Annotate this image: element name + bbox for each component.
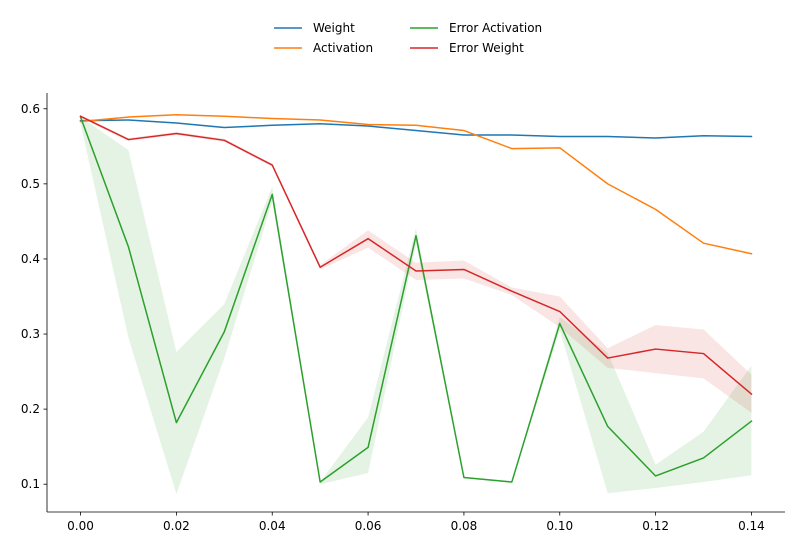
y-tick-label: 0.1 [21,477,40,491]
x-tick-label: 0.00 [67,519,94,533]
legend-label: Error Activation [449,21,542,35]
legend-label: Error Weight [449,41,524,55]
series-line-activation [79,114,753,255]
legend-item-error-activation: Error Activation [410,21,542,35]
confidence-bands [80,114,752,494]
y-tick-label: 0.5 [21,177,40,191]
series-line-error-weight [79,115,753,396]
series-lines [79,114,753,483]
x-tick-label: 0.10 [546,519,573,533]
band-error-weight [80,114,752,413]
y-tick-label: 0.2 [21,402,40,416]
axes: 0.00 0.02 0.04 0.06 0.08 0.10 0.12 0.14 0.1 0.2 0.… [21,93,785,533]
y-tick-label: 0.6 [21,102,40,116]
legend-item-activation: Activation [274,41,373,55]
x-tick-label: 0.14 [738,519,765,533]
y-tick-label: 0.4 [21,252,40,266]
y-tick-label: 0.3 [21,327,40,341]
series-line-weight [79,119,753,139]
band-error-activation [80,117,752,494]
legend-label: Weight [313,21,355,35]
x-tick-label: 0.04 [259,519,286,533]
x-tick-label: 0.08 [451,519,478,533]
legend-item-weight: Weight [274,21,355,35]
x-tick-label: 0.02 [163,519,190,533]
series-line-error-activation [79,116,753,483]
x-tick-label: 0.06 [355,519,382,533]
x-tick-label: 0.12 [642,519,669,533]
legend-item-error-weight: Error Weight [410,41,524,55]
legend: Weight Activation Error Activation Error We… [274,21,542,55]
legend-label: Activation [313,41,373,55]
